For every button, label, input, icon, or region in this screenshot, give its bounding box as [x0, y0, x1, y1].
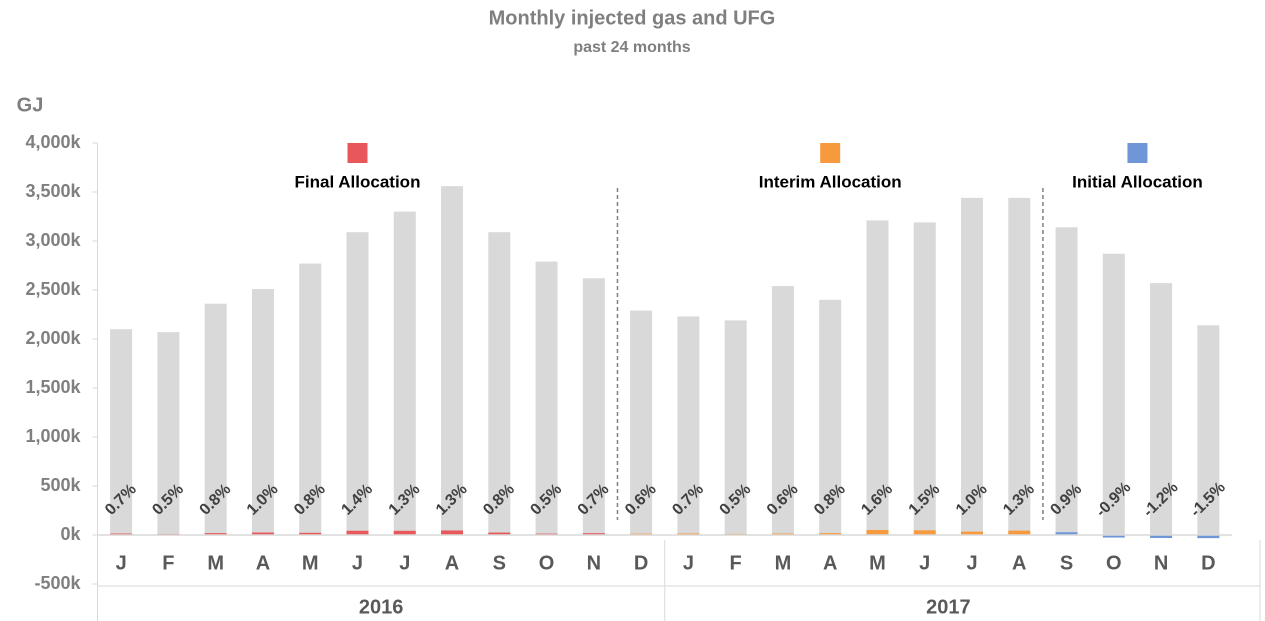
bar — [1008, 197, 1031, 535]
bar — [1055, 532, 1078, 535]
bar — [819, 533, 842, 535]
bar — [913, 530, 936, 535]
legend-swatch — [347, 143, 368, 163]
bar — [771, 286, 794, 535]
y-tick-label: -500k — [34, 573, 81, 593]
bar — [251, 532, 274, 535]
x-tick-label: M — [207, 552, 224, 574]
y-tick-label: 1,000k — [25, 426, 81, 446]
bar — [251, 289, 274, 535]
x-tick-label: F — [162, 552, 174, 574]
chart-title: Monthly injected gas and UFG — [489, 7, 776, 29]
x-tick-label: J — [399, 552, 410, 574]
bar — [346, 232, 369, 535]
x-tick-label: D — [634, 552, 648, 574]
x-tick-label: S — [493, 552, 506, 574]
x-tick-label: N — [587, 552, 601, 574]
x-tick-label: M — [775, 552, 792, 574]
x-tick-label: J — [919, 552, 930, 574]
bar — [157, 332, 180, 535]
x-tick-label: A — [445, 552, 459, 574]
y-axis-label: GJ — [17, 94, 44, 116]
y-tick-label: 500k — [40, 475, 81, 495]
bar — [1150, 283, 1173, 535]
bar — [866, 220, 889, 536]
bar — [441, 186, 464, 535]
bar — [582, 533, 605, 535]
bar — [630, 310, 653, 535]
bar — [677, 533, 700, 535]
x-tick-label: A — [256, 552, 270, 574]
bar — [204, 533, 227, 535]
bar — [819, 299, 842, 535]
x-tick-label: M — [302, 552, 319, 574]
x-tick-label: O — [1106, 552, 1122, 574]
bar — [110, 329, 133, 535]
x-tick-label: S — [1060, 552, 1073, 574]
x-tick-label: A — [1012, 552, 1026, 574]
x-tick-label: J — [116, 552, 127, 574]
bar — [1008, 530, 1031, 535]
y-tick-label: 0k — [60, 524, 81, 544]
legend-label: Interim Allocation — [759, 172, 902, 191]
x-tick-label: N — [1154, 552, 1168, 574]
y-tick-label: 3,500k — [25, 181, 81, 201]
bar — [488, 232, 511, 535]
bar — [393, 211, 416, 535]
y-tick-label: 2,500k — [25, 279, 81, 299]
legend-swatch — [1127, 143, 1148, 163]
bar — [582, 278, 605, 535]
bar — [346, 530, 369, 535]
x-tick-label: M — [869, 552, 886, 574]
bar — [677, 316, 700, 535]
legend-label: Final Allocation — [295, 172, 421, 191]
bar — [1197, 325, 1220, 535]
year-label: 2016 — [359, 596, 404, 618]
bar — [393, 530, 416, 535]
bar — [961, 531, 984, 535]
bar — [866, 529, 889, 535]
bar — [441, 530, 464, 535]
year-label: 2017 — [926, 596, 971, 618]
x-tick-label: D — [1201, 552, 1215, 574]
y-tick-label: 4,000k — [25, 132, 81, 152]
legend-label: Initial Allocation — [1072, 172, 1203, 191]
bar — [535, 261, 558, 535]
x-tick-label: J — [966, 552, 977, 574]
x-tick-label: J — [352, 552, 363, 574]
bar — [1055, 227, 1078, 535]
x-tick-label: O — [539, 552, 555, 574]
bar — [1150, 535, 1173, 539]
bar — [1102, 535, 1125, 538]
bar — [724, 320, 747, 535]
bar — [913, 222, 936, 535]
y-tick-label: 2,000k — [25, 328, 81, 348]
x-tick-label: J — [683, 552, 694, 574]
chart-subtitle: past 24 months — [573, 39, 690, 56]
y-tick-label: 3,000k — [25, 230, 81, 250]
y-tick-label: 1,500k — [25, 377, 81, 397]
bar — [299, 263, 322, 535]
bar — [204, 303, 227, 535]
bar — [1102, 253, 1125, 536]
x-tick-label: A — [823, 552, 837, 574]
legend-swatch — [820, 143, 841, 163]
bar — [1197, 535, 1220, 539]
bar — [488, 532, 511, 535]
bar — [299, 532, 322, 535]
bar — [961, 197, 984, 535]
x-tick-label: F — [730, 552, 742, 574]
